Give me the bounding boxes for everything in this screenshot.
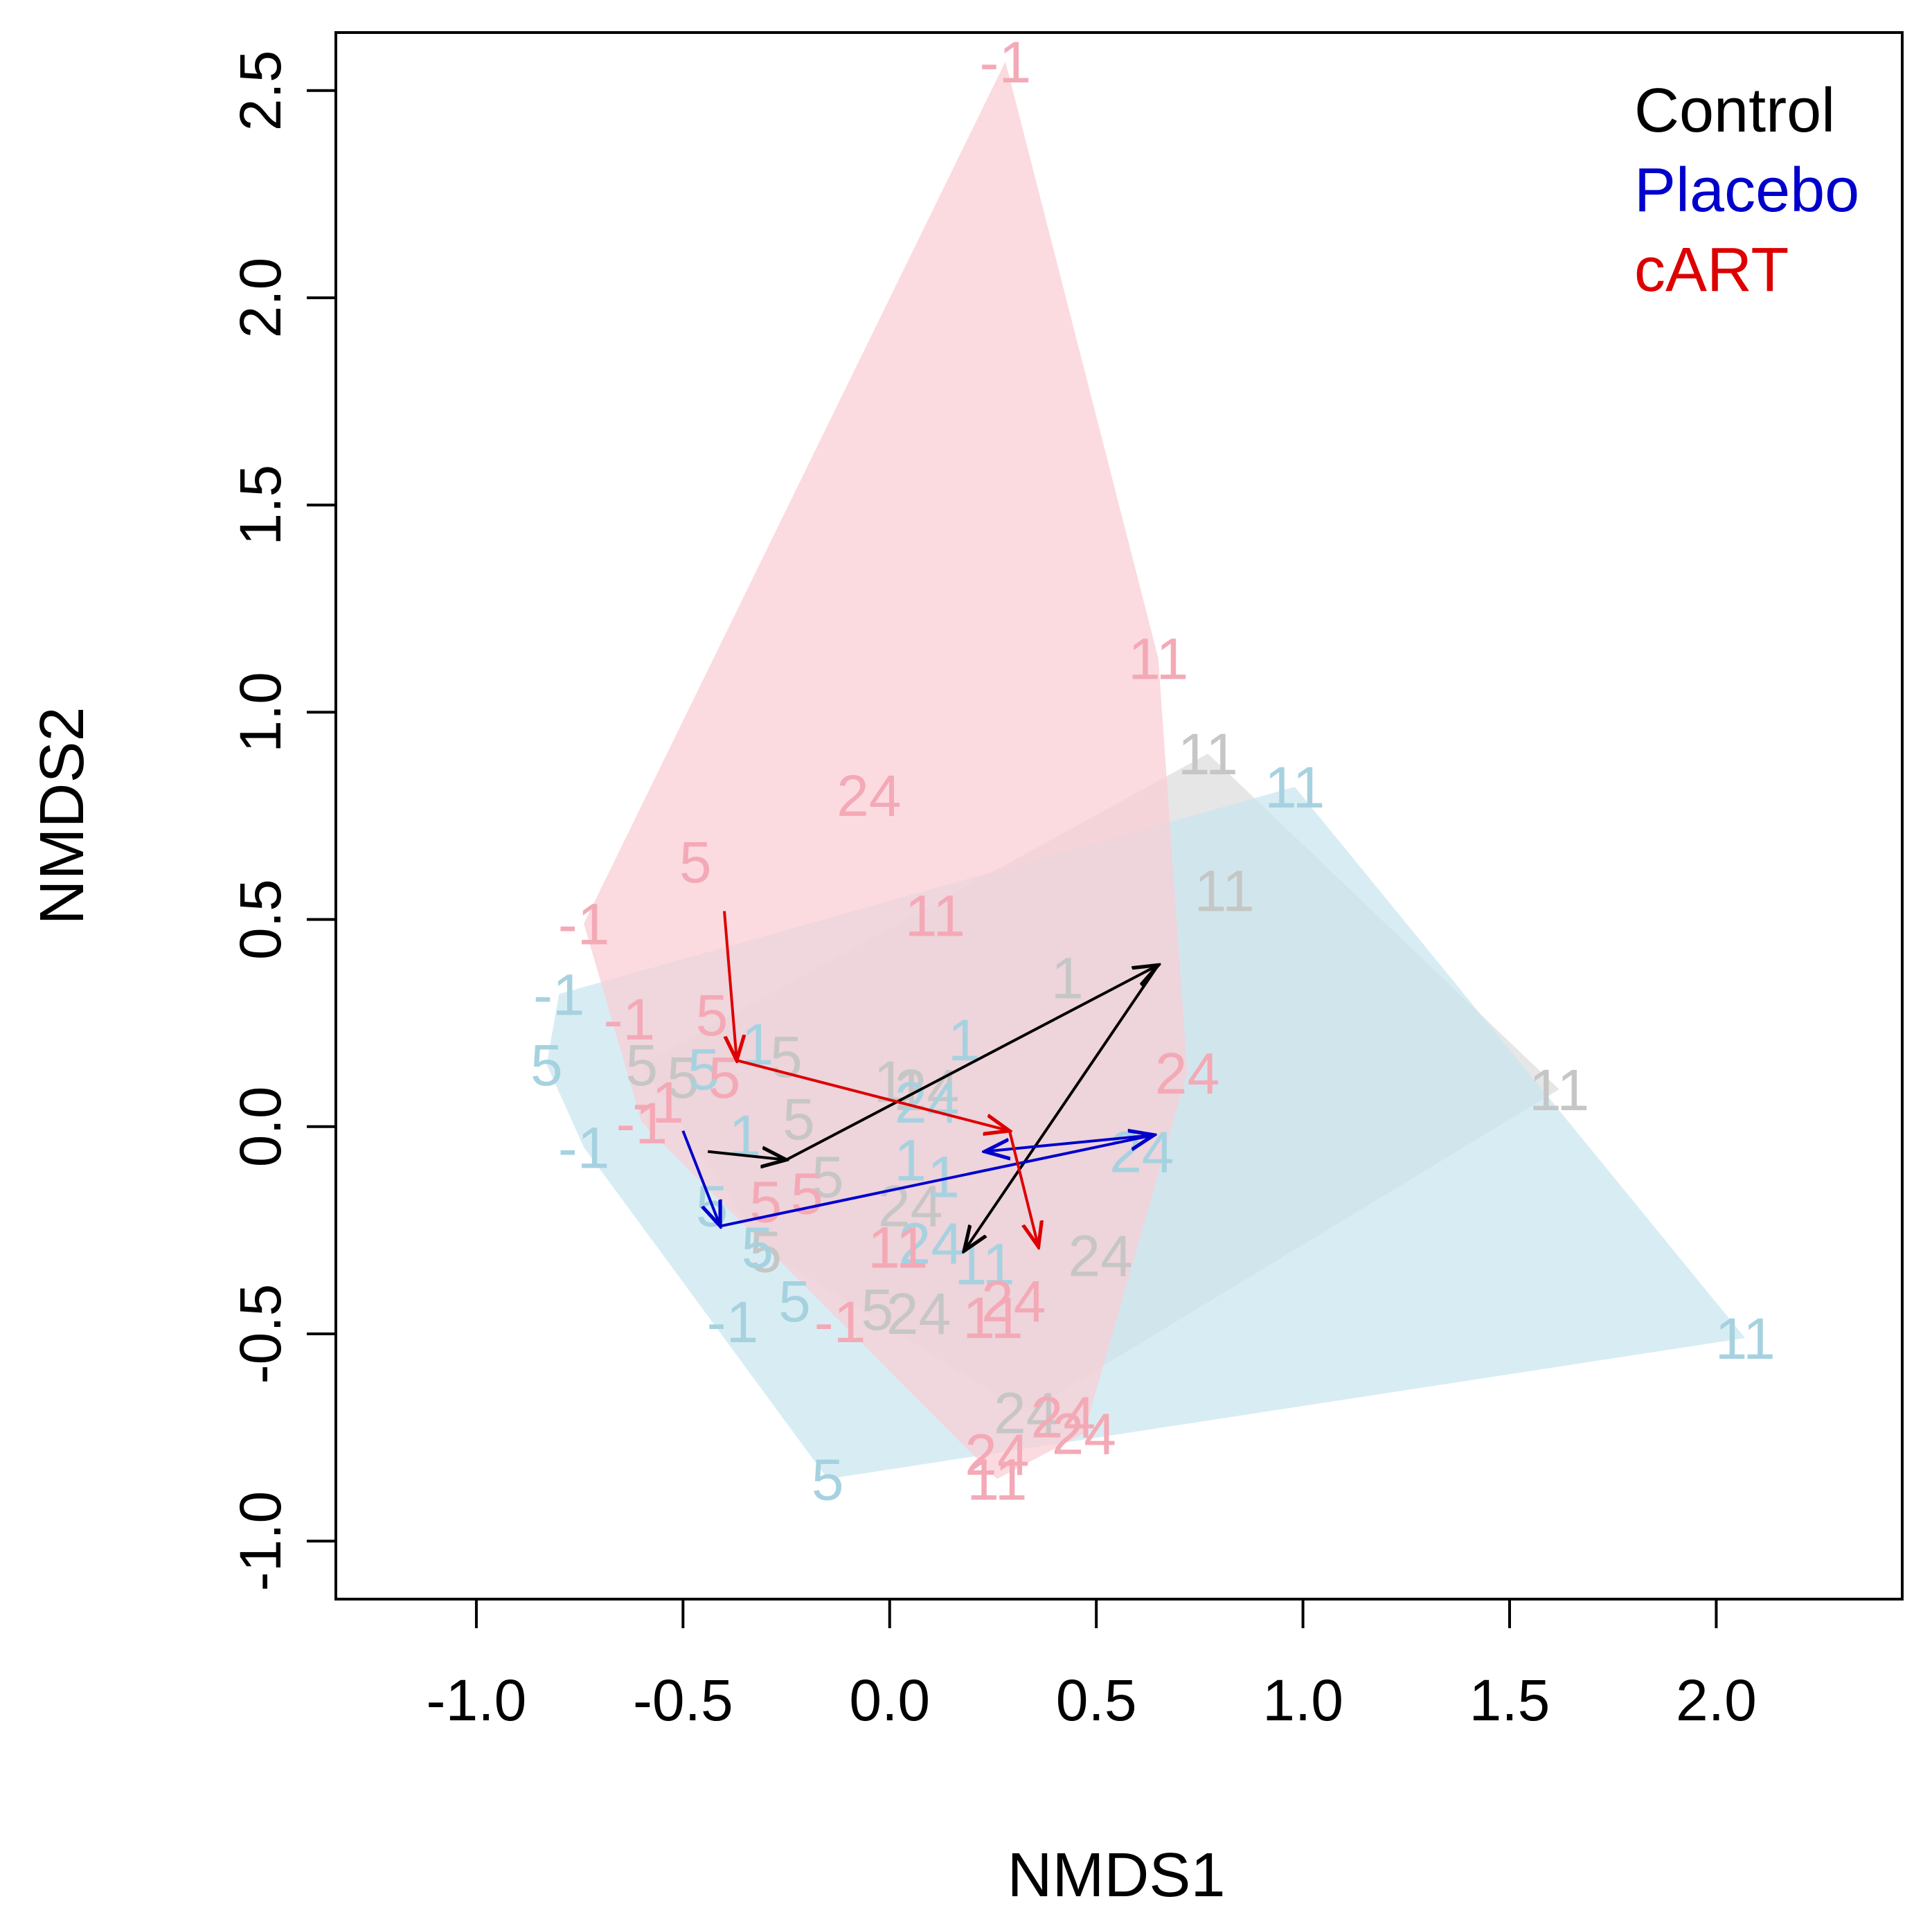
trajectory-arrow-control	[785, 965, 1159, 1161]
point-label-control: 24	[994, 1381, 1058, 1446]
y-tick-label: -1.0	[228, 1491, 293, 1591]
point-label-placebo: 1	[948, 1008, 981, 1073]
point-label-placebo: -1	[533, 962, 585, 1027]
point-label-cart: 11	[1128, 627, 1188, 692]
point-label-cart: 5	[696, 983, 728, 1048]
x-tick-label: 0.5	[1056, 1668, 1137, 1733]
point-label-placebo: 1	[729, 1103, 762, 1168]
point-label-control: 11	[1178, 722, 1238, 787]
point-label-cart: -1	[632, 1070, 684, 1135]
y-tick-label: 0.5	[228, 879, 293, 960]
y-axis-label: NMDS2	[28, 706, 97, 925]
point-label-control: 5	[625, 1033, 658, 1098]
trajectory-arrow-placebo	[719, 1135, 1154, 1228]
point-label-placebo: 5	[688, 1037, 720, 1102]
point-label-cart: 24	[1052, 1402, 1116, 1467]
point-label-control: 24	[878, 1174, 942, 1239]
point-label-placebo: 24	[899, 1211, 963, 1276]
point-label-cart: 11	[905, 884, 965, 949]
point-label-cart: 5	[791, 1161, 823, 1227]
x-tick-label: 0.0	[849, 1668, 930, 1733]
x-tick-label: 2.0	[1676, 1668, 1757, 1733]
trajectory-arrow-control	[964, 964, 1160, 1251]
point-label-control: 11	[1529, 1058, 1589, 1123]
legend-cart: cART	[1634, 235, 1789, 305]
y-tick-label: -0.5	[228, 1284, 293, 1384]
y-tick-label: 1.5	[228, 465, 293, 546]
point-label-control: 24	[1068, 1223, 1132, 1288]
point-label-placebo: 5	[530, 1033, 563, 1098]
trajectory-arrow-cart	[723, 911, 737, 1061]
point-label-placebo: 5	[778, 1269, 811, 1334]
y-tick-label: 2.0	[228, 258, 293, 339]
trajectory-arrow-control	[707, 1152, 786, 1160]
point-label-cart: -1	[980, 30, 1032, 95]
point-label-cart: 5	[749, 1170, 782, 1235]
trajectory-arrow-placebo	[681, 1130, 720, 1227]
point-label-cart: 24	[981, 1269, 1046, 1334]
trajectory-arrow-cart	[1008, 1130, 1039, 1247]
point-label-placebo: -1	[707, 1290, 759, 1355]
point-label-cart: 24	[1155, 1041, 1219, 1106]
point-label-control: 24	[895, 1058, 959, 1123]
point-label-cart: 11	[868, 1215, 928, 1280]
point-label-control: 5	[667, 1045, 699, 1110]
point-label-control: 5	[749, 1219, 782, 1284]
sample-labels: 55555551112424242424111111-1-1-155555511…	[530, 30, 1776, 1513]
y-axis: -1.0 -0.5 0.0 0.5 1.0 1.5 2.0 2.5	[228, 50, 337, 1591]
point-label-cart: -1	[603, 987, 655, 1052]
point-label-cart: 11	[963, 1285, 1023, 1350]
legend-control: Control	[1634, 76, 1835, 145]
x-tick-label: 1.5	[1469, 1668, 1550, 1733]
point-label-cart: 11	[967, 1447, 1027, 1513]
hull-cart	[584, 61, 1188, 1479]
point-label-placebo: 5	[812, 1447, 844, 1513]
point-label-control: 5	[861, 1277, 894, 1342]
point-label-placebo: 5	[741, 1215, 773, 1280]
point-label-placebo: 24	[1109, 1120, 1174, 1185]
trajectory-arrow-cart	[736, 1059, 1010, 1131]
centroid-trajectories	[681, 911, 1160, 1251]
point-label-cart: -1	[558, 892, 610, 957]
point-label-cart: 5	[679, 830, 712, 895]
x-tick-label: -1.0	[427, 1668, 527, 1733]
point-label-cart: -1	[616, 1091, 668, 1156]
point-label-control: 5	[770, 1024, 803, 1089]
y-tick-label: 0.0	[228, 1086, 293, 1167]
legend: Control Placebo cART	[1634, 76, 1859, 305]
y-tick-label: 2.5	[228, 50, 293, 131]
point-label-control: 5	[812, 1145, 844, 1210]
group-hulls	[546, 61, 1746, 1479]
point-label-control: 11	[1195, 859, 1255, 924]
point-label-control: 1	[1051, 945, 1084, 1010]
x-tick-label: 1.0	[1262, 1668, 1343, 1733]
x-tick-label: -0.5	[633, 1668, 733, 1733]
point-label-placebo: 11	[1715, 1306, 1776, 1371]
point-label-cart: 24	[965, 1423, 1029, 1488]
x-axis: -1.0 -0.5 0.0 0.5 1.0 1.5 2.0	[427, 1598, 1757, 1733]
x-axis-label: NMDS1	[1007, 1841, 1225, 1910]
legend-placebo: Placebo	[1634, 156, 1859, 225]
point-label-cart: 24	[1031, 1385, 1095, 1450]
point-label-cart: 24	[837, 763, 901, 828]
point-label-cart: -1	[814, 1290, 866, 1355]
point-label-control: 5	[782, 1087, 815, 1152]
point-label-control: 24	[886, 1281, 951, 1346]
y-tick-label: 1.0	[228, 672, 293, 753]
point-label-placebo: 1	[894, 1128, 927, 1193]
point-label-placebo: 11	[1264, 755, 1325, 820]
point-label-placebo: -1	[558, 1116, 610, 1181]
